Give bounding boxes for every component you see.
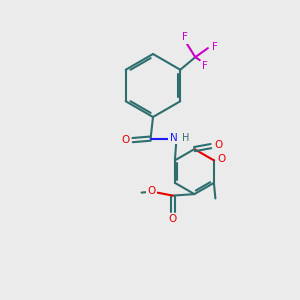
Text: N: N <box>169 133 177 143</box>
Text: O: O <box>121 135 129 145</box>
Text: F: F <box>212 42 218 52</box>
Text: O: O <box>214 140 223 151</box>
Text: O: O <box>169 214 177 224</box>
Text: H: H <box>182 133 190 143</box>
Text: O: O <box>217 154 225 164</box>
Text: O: O <box>147 186 155 196</box>
Text: F: F <box>182 32 188 42</box>
Text: F: F <box>202 61 208 70</box>
